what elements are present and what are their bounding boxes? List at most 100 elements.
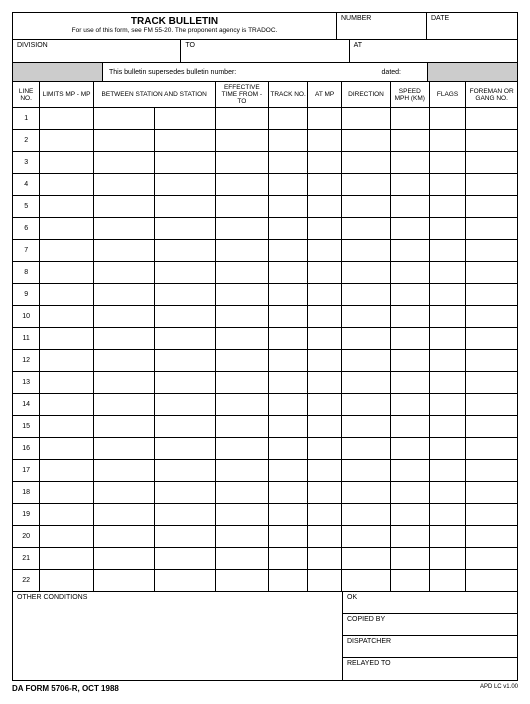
- data-cell[interactable]: [390, 394, 429, 416]
- data-cell[interactable]: [269, 328, 308, 350]
- data-cell[interactable]: [269, 284, 308, 306]
- data-cell[interactable]: [154, 350, 215, 372]
- data-cell[interactable]: [429, 262, 466, 284]
- data-cell[interactable]: [390, 152, 429, 174]
- data-cell[interactable]: [429, 504, 466, 526]
- data-cell[interactable]: [269, 218, 308, 240]
- data-cell[interactable]: [269, 570, 308, 592]
- data-cell[interactable]: [466, 372, 517, 394]
- data-cell[interactable]: [342, 108, 391, 130]
- data-cell[interactable]: [154, 284, 215, 306]
- data-cell[interactable]: [215, 218, 269, 240]
- data-cell[interactable]: [215, 152, 269, 174]
- data-cell[interactable]: [154, 240, 215, 262]
- data-cell[interactable]: [342, 372, 391, 394]
- data-cell[interactable]: [269, 526, 308, 548]
- data-cell[interactable]: [390, 548, 429, 570]
- data-cell[interactable]: [466, 350, 517, 372]
- division-field[interactable]: DIVISION: [13, 40, 181, 62]
- data-cell[interactable]: [429, 130, 466, 152]
- data-cell[interactable]: [269, 108, 308, 130]
- data-cell[interactable]: [215, 130, 269, 152]
- data-cell[interactable]: [390, 372, 429, 394]
- data-cell[interactable]: [40, 350, 94, 372]
- data-cell[interactable]: [308, 526, 342, 548]
- data-cell[interactable]: [40, 152, 94, 174]
- data-cell[interactable]: [40, 240, 94, 262]
- data-cell[interactable]: [154, 372, 215, 394]
- data-cell[interactable]: [154, 306, 215, 328]
- data-cell[interactable]: [308, 218, 342, 240]
- data-cell[interactable]: [269, 372, 308, 394]
- data-cell[interactable]: [93, 306, 154, 328]
- data-cell[interactable]: [40, 548, 94, 570]
- data-cell[interactable]: [269, 262, 308, 284]
- data-cell[interactable]: [390, 526, 429, 548]
- data-cell[interactable]: [308, 548, 342, 570]
- relayed-to-field[interactable]: RELAYED TO: [343, 658, 517, 680]
- data-cell[interactable]: [40, 306, 94, 328]
- data-cell[interactable]: [154, 262, 215, 284]
- data-cell[interactable]: [215, 284, 269, 306]
- data-cell[interactable]: [466, 240, 517, 262]
- data-cell[interactable]: [154, 438, 215, 460]
- data-cell[interactable]: [269, 130, 308, 152]
- number-field[interactable]: NUMBER: [337, 13, 427, 39]
- data-cell[interactable]: [93, 350, 154, 372]
- data-cell[interactable]: [154, 416, 215, 438]
- data-cell[interactable]: [429, 240, 466, 262]
- data-cell[interactable]: [40, 108, 94, 130]
- data-cell[interactable]: [308, 174, 342, 196]
- data-cell[interactable]: [40, 394, 94, 416]
- data-cell[interactable]: [342, 284, 391, 306]
- data-cell[interactable]: [93, 218, 154, 240]
- data-cell[interactable]: [342, 416, 391, 438]
- data-cell[interactable]: [269, 240, 308, 262]
- data-cell[interactable]: [40, 460, 94, 482]
- data-cell[interactable]: [390, 438, 429, 460]
- data-cell[interactable]: [154, 570, 215, 592]
- data-cell[interactable]: [429, 108, 466, 130]
- data-cell[interactable]: [429, 416, 466, 438]
- data-cell[interactable]: [429, 394, 466, 416]
- data-cell[interactable]: [93, 262, 154, 284]
- data-cell[interactable]: [390, 174, 429, 196]
- data-cell[interactable]: [215, 394, 269, 416]
- date-field[interactable]: DATE: [427, 13, 517, 39]
- data-cell[interactable]: [390, 328, 429, 350]
- data-cell[interactable]: [466, 130, 517, 152]
- data-cell[interactable]: [93, 240, 154, 262]
- data-cell[interactable]: [93, 196, 154, 218]
- data-cell[interactable]: [308, 350, 342, 372]
- data-cell[interactable]: [40, 504, 94, 526]
- data-cell[interactable]: [269, 152, 308, 174]
- data-cell[interactable]: [466, 438, 517, 460]
- data-cell[interactable]: [390, 482, 429, 504]
- data-cell[interactable]: [215, 504, 269, 526]
- data-cell[interactable]: [342, 570, 391, 592]
- data-cell[interactable]: [466, 152, 517, 174]
- ok-field[interactable]: OK: [343, 592, 517, 614]
- data-cell[interactable]: [40, 526, 94, 548]
- data-cell[interactable]: [40, 372, 94, 394]
- data-cell[interactable]: [215, 482, 269, 504]
- data-cell[interactable]: [429, 196, 466, 218]
- copied-by-field[interactable]: COPIED BY: [343, 614, 517, 636]
- data-cell[interactable]: [93, 108, 154, 130]
- dispatcher-field[interactable]: DISPATCHER: [343, 636, 517, 658]
- data-cell[interactable]: [93, 152, 154, 174]
- data-cell[interactable]: [342, 196, 391, 218]
- data-cell[interactable]: [154, 218, 215, 240]
- data-cell[interactable]: [269, 548, 308, 570]
- data-cell[interactable]: [40, 284, 94, 306]
- data-cell[interactable]: [93, 328, 154, 350]
- data-cell[interactable]: [93, 460, 154, 482]
- data-cell[interactable]: [269, 416, 308, 438]
- data-cell[interactable]: [40, 218, 94, 240]
- data-cell[interactable]: [342, 526, 391, 548]
- data-cell[interactable]: [466, 504, 517, 526]
- other-conditions-field[interactable]: OTHER CONDITIONS: [13, 592, 343, 680]
- data-cell[interactable]: [269, 504, 308, 526]
- data-cell[interactable]: [308, 240, 342, 262]
- data-cell[interactable]: [308, 108, 342, 130]
